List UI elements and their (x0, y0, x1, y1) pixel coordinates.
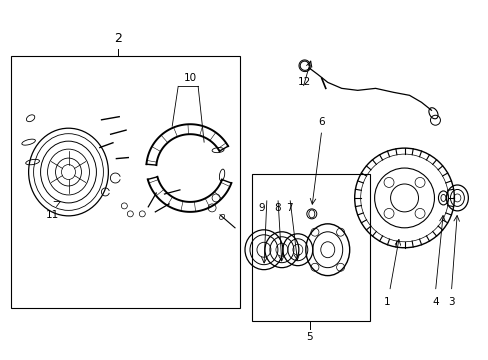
Text: 8: 8 (274, 203, 281, 213)
Text: 9: 9 (258, 203, 264, 213)
Text: 1: 1 (384, 297, 390, 306)
Bar (11, 57, 240, 307)
Text: 5: 5 (306, 332, 312, 342)
Text: 12: 12 (298, 77, 311, 87)
Text: 3: 3 (447, 297, 454, 306)
Text: 2: 2 (114, 32, 122, 45)
Text: 10: 10 (183, 73, 196, 84)
Text: 7: 7 (286, 203, 293, 213)
Text: 6: 6 (318, 117, 325, 127)
Text: 11: 11 (46, 210, 59, 220)
Text: 4: 4 (431, 297, 438, 306)
Bar (251, 174, 369, 321)
